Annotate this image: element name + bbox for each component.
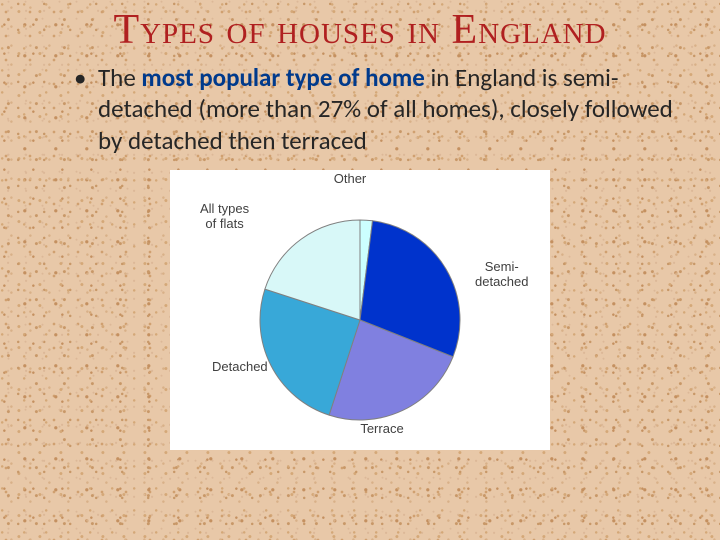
bullet-text: The most popular type of home in England… — [98, 62, 690, 156]
slide-title: Types of houses in England — [30, 8, 690, 52]
pie-slice-label: Other — [334, 172, 367, 187]
bullet-emphasis: most popular type of home — [141, 62, 424, 93]
bullet-text-pre: The — [98, 62, 141, 93]
bullet-marker: • — [74, 62, 98, 156]
slide-content: Types of houses in England • The most po… — [0, 0, 720, 540]
pie-chart-container: Other Semi- detached Terrace Detached All ty… — [170, 170, 550, 450]
pie-slice-label: Semi- detached — [475, 260, 529, 290]
pie-slice-label: Terrace — [360, 422, 403, 437]
pie-slice-label: Detached — [212, 360, 268, 375]
bullet-list: • The most popular type of home in Engla… — [30, 62, 690, 156]
pie-slice-label: All types of flats — [200, 202, 249, 232]
bullet-item: • The most popular type of home in Engla… — [74, 62, 690, 156]
